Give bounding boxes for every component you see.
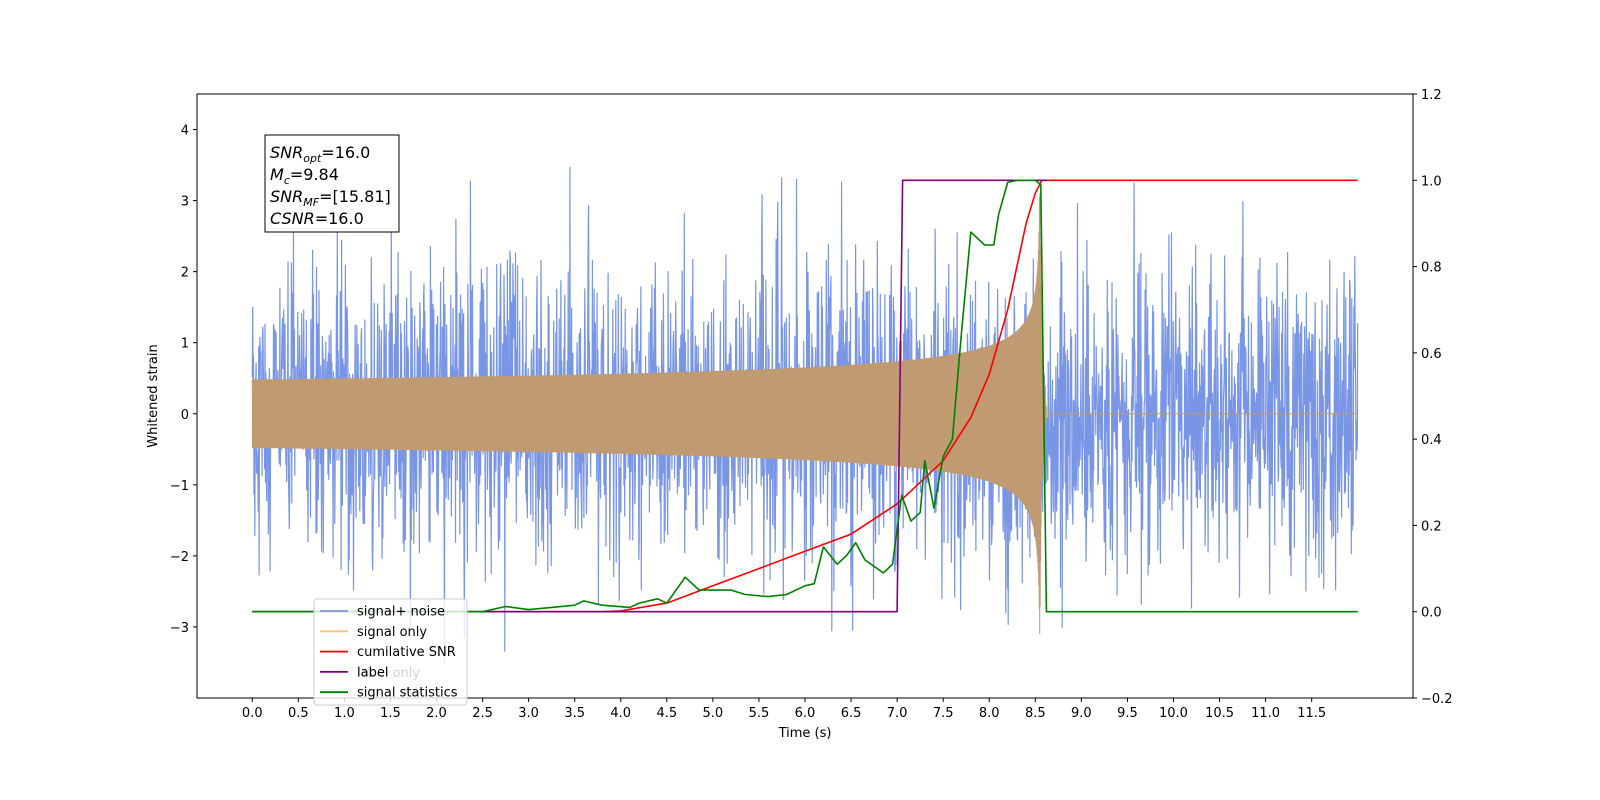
legend-label: label <box>357 665 388 680</box>
x-tick-label: 7.5 <box>933 706 954 721</box>
info-line-subscript: c <box>284 174 290 187</box>
info-line-subscript: opt <box>303 152 322 165</box>
x-tick-label: 3.0 <box>518 706 539 721</box>
info-line-value: =[15.81] <box>319 187 391 206</box>
legend-hidden-entry: label only <box>357 666 420 681</box>
y-tick-label: −3 <box>170 621 189 636</box>
series-label <box>252 179 1048 613</box>
x-tick-label: 0.0 <box>242 706 263 721</box>
x-tick-label: 4.5 <box>656 706 677 721</box>
y2-axis-ticks: 1.2 1.0 0.8 0.6 0.4 0.2 0.0 −0.2 <box>1413 88 1453 707</box>
x-tick-label: 11.0 <box>1251 706 1280 721</box>
y-tick-label: 0 <box>181 408 189 423</box>
x-tick-label: 1.5 <box>380 706 401 721</box>
info-line: SNRMF=[15.81] <box>270 187 391 209</box>
x-tick-label: 11.5 <box>1297 706 1326 721</box>
y-tick-label: 3 <box>181 195 189 210</box>
x-tick-label: 5.0 <box>703 706 724 721</box>
x-axis-ticks: 0.0 0.5 1.0 1.5 2.0 2.5 3.0 3.5 4.0 4.5 5.0 5.5 6.0 6… <box>242 698 1326 721</box>
y-tick-label: −1 <box>170 479 189 494</box>
x-tick-label: 9.5 <box>1117 706 1138 721</box>
info-line: SNRopt=16.0 <box>270 143 370 165</box>
legend-label: signal only <box>357 625 427 640</box>
y2-tick-label: 1.2 <box>1421 88 1442 103</box>
series-signal-statistics <box>252 179 1358 613</box>
x-tick-label: 1.0 <box>334 706 355 721</box>
legend-label: signal statistics <box>357 686 458 701</box>
info-line: Mc=9.84 <box>270 165 339 187</box>
info-line-value: =16.0 <box>315 209 364 228</box>
x-tick-label: 3.5 <box>564 706 585 721</box>
x-tick-label: 7.0 <box>887 706 908 721</box>
info-line-symbol: M <box>270 165 284 184</box>
legend-frame <box>313 598 468 706</box>
legend-label: signal+ noise <box>357 605 445 620</box>
y2-tick-label: −0.2 <box>1421 692 1453 707</box>
x-tick-label: 4.0 <box>610 706 631 721</box>
x-tick-label: 6.0 <box>795 706 816 721</box>
info-line-subscript: MF <box>303 196 319 209</box>
info-line: CSNR=16.0 <box>270 209 364 228</box>
y-tick-label: 4 <box>181 124 189 139</box>
y-tick-label: 2 <box>181 266 189 281</box>
y2-tick-label: 0.2 <box>1421 519 1442 534</box>
y2-tick-label: 1.0 <box>1421 174 1442 189</box>
x-tick-label: 8.5 <box>1025 706 1046 721</box>
y-tick-label: −2 <box>170 550 189 565</box>
x-tick-label: 10.5 <box>1205 706 1234 721</box>
x-tick-label: 6.5 <box>841 706 862 721</box>
info-line-symbol: CSNR <box>270 209 315 228</box>
series-signal-only <box>251 193 1358 635</box>
info-line-value: =16.0 <box>321 143 370 162</box>
y-tick-label: 1 <box>181 337 189 352</box>
x-tick-label: 2.0 <box>426 706 447 721</box>
series-cumilative-snr <box>252 179 1358 613</box>
x-tick-label: 10.0 <box>1159 706 1188 721</box>
y-axis-label: Whitened strain <box>146 344 161 447</box>
y2-tick-label: 0.8 <box>1421 261 1442 276</box>
x-tick-label: 5.5 <box>749 706 770 721</box>
x-tick-label: 0.5 <box>288 706 309 721</box>
legend: label only signal+ noise signal only cumila… <box>313 598 468 706</box>
x-tick-label: 8.0 <box>979 706 1000 721</box>
y-axis-ticks: 4 3 2 1 0 −1 −2 −3 <box>170 124 197 636</box>
info-line-value: =9.84 <box>290 165 339 184</box>
y2-tick-label: 0.4 <box>1421 433 1442 448</box>
info-box-frame <box>264 134 400 233</box>
x-tick-label: 2.5 <box>472 706 493 721</box>
legend-label: cumilative SNR <box>357 645 456 660</box>
x-axis-label: Time (s) <box>778 726 832 741</box>
info-line-symbol: SNR <box>270 143 303 162</box>
info-line-symbol: SNR <box>270 187 303 206</box>
x-tick-label: 9.0 <box>1071 706 1092 721</box>
y2-tick-label: 0.6 <box>1421 347 1442 362</box>
y2-tick-label: 0.0 <box>1421 606 1442 621</box>
